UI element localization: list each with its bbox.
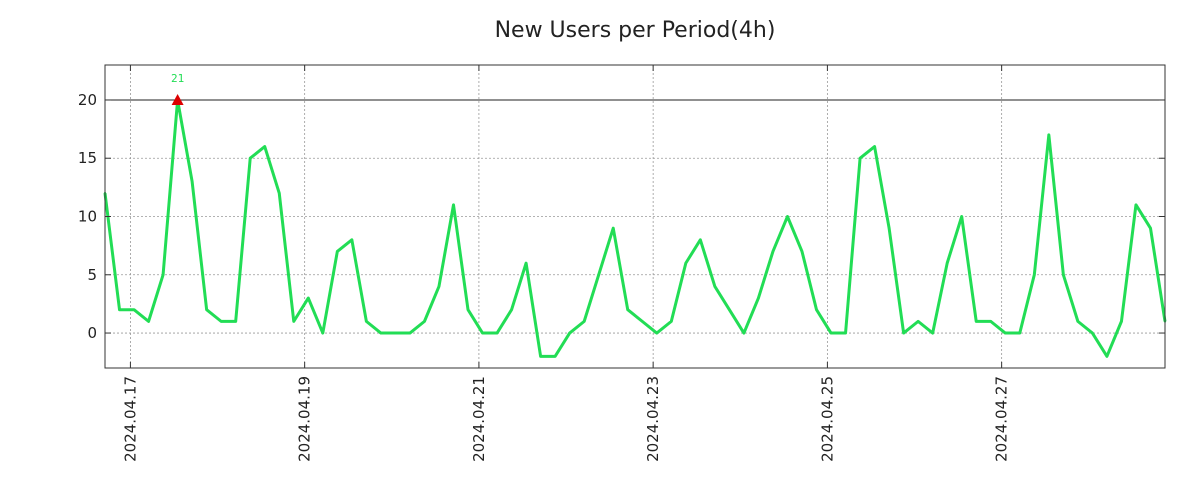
data-point bbox=[1149, 226, 1152, 230]
data-point bbox=[582, 320, 586, 323]
data-point bbox=[1018, 331, 1021, 335]
data-point bbox=[1091, 331, 1094, 335]
y-tick-label: 5 bbox=[87, 266, 97, 284]
data-point bbox=[1047, 133, 1051, 137]
x-tick-label: 2024.04.27 bbox=[993, 376, 1011, 462]
x-tick-label: 2024.04.19 bbox=[296, 376, 314, 462]
data-point bbox=[263, 145, 266, 148]
data-point bbox=[800, 250, 804, 253]
series-line bbox=[103, 98, 1167, 358]
data-point bbox=[931, 331, 934, 335]
data-point bbox=[495, 331, 499, 335]
peak-marker bbox=[171, 93, 184, 105]
peak-label: 21 bbox=[171, 72, 184, 85]
data-point bbox=[728, 308, 731, 311]
y-tick-label: 20 bbox=[78, 91, 97, 109]
data-point bbox=[336, 250, 339, 253]
x-tick-label: 2024.04.23 bbox=[644, 376, 662, 462]
data-point bbox=[394, 331, 397, 335]
data-point bbox=[960, 215, 963, 218]
data-point bbox=[539, 355, 542, 358]
data-point bbox=[612, 226, 615, 230]
data-point bbox=[510, 308, 513, 311]
data-point bbox=[452, 203, 455, 207]
data-point bbox=[321, 331, 325, 335]
data-point bbox=[1134, 203, 1138, 207]
data-point bbox=[699, 238, 702, 242]
data-point bbox=[1076, 320, 1080, 323]
series-group: 21 bbox=[103, 72, 1167, 358]
data-point bbox=[379, 331, 383, 335]
data-point bbox=[626, 308, 629, 311]
data-point bbox=[307, 296, 310, 300]
data-point bbox=[205, 308, 208, 311]
data-point bbox=[757, 296, 760, 300]
data-point bbox=[1120, 320, 1123, 323]
x-tick-label: 2024.04.21 bbox=[470, 376, 488, 462]
y-tick-label: 10 bbox=[78, 208, 97, 226]
data-point bbox=[771, 250, 775, 253]
data-point bbox=[873, 145, 876, 148]
data-point bbox=[568, 331, 571, 335]
data-point bbox=[249, 157, 252, 160]
data-point bbox=[713, 285, 717, 288]
data-point bbox=[365, 320, 368, 323]
data-point bbox=[975, 320, 978, 323]
data-point bbox=[742, 331, 746, 335]
data-point bbox=[278, 191, 281, 195]
data-point bbox=[292, 320, 295, 323]
data-point bbox=[524, 261, 528, 265]
data-point bbox=[408, 331, 412, 335]
data-point bbox=[786, 215, 789, 218]
axes: 0 5 10 15 20 2024.04.17 2024.04.19 2024.04.21 20… bbox=[78, 65, 1165, 462]
data-point bbox=[553, 355, 557, 358]
data-point bbox=[1062, 273, 1065, 276]
data-point bbox=[1105, 355, 1109, 358]
data-point bbox=[989, 320, 992, 323]
data-point bbox=[1033, 273, 1036, 276]
data-point bbox=[234, 320, 237, 323]
y-tick-label: 15 bbox=[78, 149, 97, 167]
data-point bbox=[161, 273, 165, 276]
data-point bbox=[132, 308, 136, 311]
data-point bbox=[597, 273, 600, 276]
data-point bbox=[844, 331, 847, 335]
grid bbox=[105, 65, 1165, 368]
data-point bbox=[670, 320, 673, 323]
data-point bbox=[1004, 331, 1007, 335]
data-point bbox=[481, 331, 484, 335]
data-point bbox=[437, 285, 441, 288]
data-point bbox=[684, 261, 688, 265]
data-point bbox=[147, 320, 150, 323]
data-point bbox=[916, 320, 920, 323]
data-point bbox=[829, 331, 833, 335]
data-point bbox=[655, 331, 658, 335]
plot-frame bbox=[104, 64, 1166, 369]
data-point bbox=[118, 308, 121, 311]
x-tick-label: 2024.04.17 bbox=[121, 376, 139, 462]
data-point bbox=[641, 320, 644, 323]
y-tick-label: 0 bbox=[87, 324, 97, 342]
data-point bbox=[815, 308, 818, 311]
data-point bbox=[858, 157, 862, 160]
data-point bbox=[350, 238, 354, 242]
data-point bbox=[190, 180, 194, 183]
data-point bbox=[466, 308, 470, 311]
data-point bbox=[423, 320, 426, 323]
chart-title: New Users per Period(4h) bbox=[495, 18, 776, 43]
x-tick-label: 2024.04.25 bbox=[818, 376, 836, 462]
data-point bbox=[945, 261, 949, 265]
data-point bbox=[219, 320, 223, 323]
data-point bbox=[887, 226, 891, 230]
data-point bbox=[902, 331, 905, 335]
